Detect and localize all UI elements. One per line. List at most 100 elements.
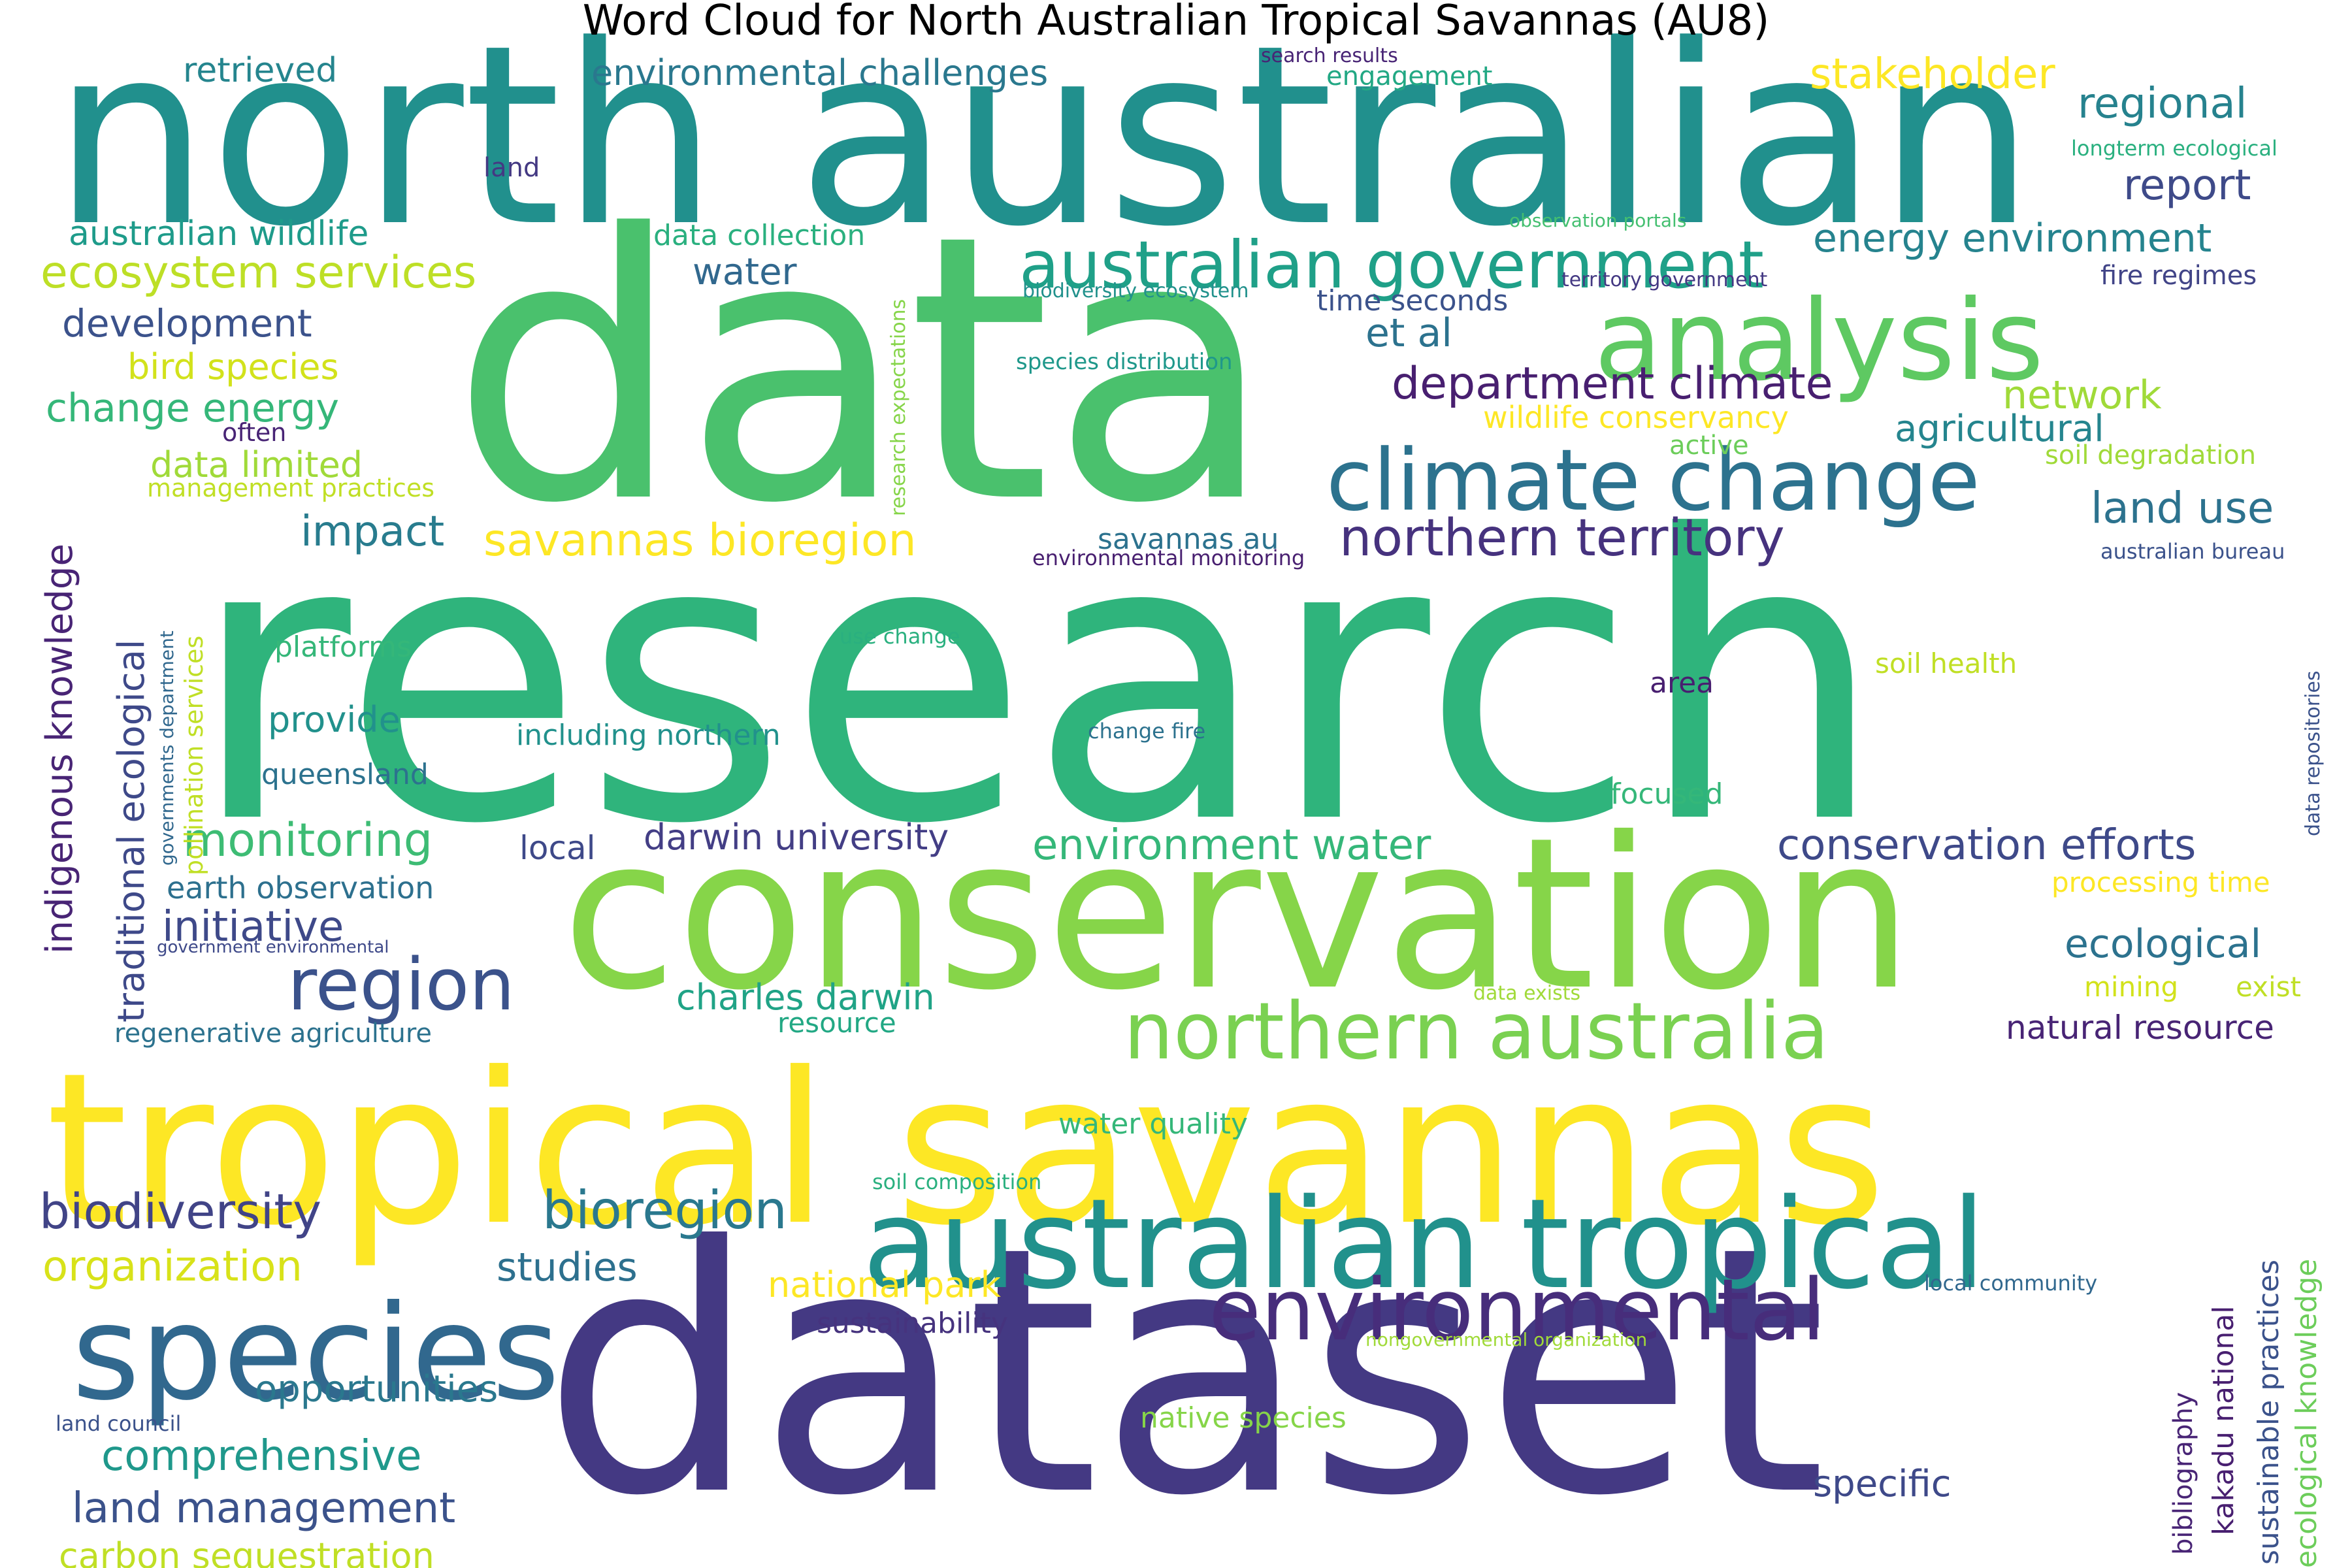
word-mining: mining bbox=[2084, 971, 2178, 1003]
word-savannas-au: savannas au bbox=[1098, 523, 1279, 556]
word-water: water bbox=[693, 251, 798, 293]
word-national-park: national park bbox=[768, 1264, 1002, 1305]
word-governments-department: governments department bbox=[156, 630, 178, 866]
word-longterm-ecological: longterm ecological bbox=[2071, 136, 2278, 161]
word-environmental: environmental bbox=[1209, 1260, 1825, 1360]
chart-title: Word Cloud for North Australian Tropical… bbox=[582, 0, 1770, 45]
word-stakeholder: stakeholder bbox=[1810, 50, 2055, 99]
word-ecological-knowledge: ecological knowledge bbox=[2290, 1259, 2323, 1568]
word-retrieved: retrieved bbox=[183, 51, 337, 90]
word-research-expectations: research expectations bbox=[887, 299, 910, 516]
word-specific: specific bbox=[1813, 1463, 1952, 1505]
word-data-collection: data collection bbox=[653, 219, 865, 252]
word-conservation: conservation bbox=[562, 793, 1913, 1036]
word-organization: organization bbox=[42, 1243, 302, 1291]
word-opportunities: opportunities bbox=[255, 1368, 498, 1411]
word-network: network bbox=[2002, 372, 2162, 418]
word-change-fire: change fire bbox=[1088, 719, 1205, 743]
word-time-seconds: time seconds bbox=[1316, 284, 1508, 318]
word-wildlife-conservancy: wildlife conservancy bbox=[1483, 400, 1789, 435]
word-regenerative-agriculture: regenerative agriculture bbox=[114, 1019, 432, 1049]
word-bibliography: bibliography bbox=[2168, 1392, 2198, 1555]
word-development: development bbox=[62, 301, 312, 346]
word-search-results: search results bbox=[1261, 44, 1398, 67]
word-australian-government: australian government bbox=[1019, 227, 1764, 303]
word-platforms: platforms bbox=[274, 630, 412, 664]
word-northern-australia: northern australia bbox=[1124, 987, 1829, 1077]
word-resource: resource bbox=[777, 1007, 896, 1039]
word-soil-composition: soil composition bbox=[872, 1169, 1041, 1194]
word-impact: impact bbox=[301, 508, 444, 556]
word-soil-degradation: soil degradation bbox=[2045, 440, 2256, 470]
word-biodiversity: biodiversity bbox=[39, 1184, 321, 1240]
word-charles-darwin: charles darwin bbox=[676, 977, 935, 1018]
word-regional: regional bbox=[2078, 80, 2247, 128]
word-energy-environment: energy environment bbox=[1813, 216, 2212, 261]
word-provide: provide bbox=[268, 699, 400, 740]
word-monitoring: monitoring bbox=[183, 813, 433, 867]
word-tropical-savannas: tropical savannas bbox=[46, 1028, 1886, 1271]
word-land-management: land management bbox=[72, 1484, 455, 1533]
word-observation-portals: observation portals bbox=[1509, 210, 1686, 231]
word-et-al: et al bbox=[1365, 310, 1452, 356]
word-often: often bbox=[222, 418, 286, 447]
word-active: active bbox=[1669, 431, 1749, 461]
word-environment-water: environment water bbox=[1032, 821, 1431, 870]
word-local: local bbox=[519, 829, 596, 867]
word-studies: studies bbox=[497, 1245, 638, 1290]
word-australian-wildlife: australian wildlife bbox=[69, 214, 368, 253]
word-ecosystem-services: ecosystem services bbox=[41, 247, 476, 299]
word-queensland: queensland bbox=[261, 758, 429, 791]
word-government-environmental: government environmental bbox=[157, 938, 389, 957]
word-north-australian: north australian bbox=[52, 0, 2035, 281]
word-land-use: land use bbox=[2091, 483, 2274, 533]
word-indigenous-knowledge: indigenous knowledge bbox=[39, 544, 81, 954]
word-use-change: use change bbox=[840, 624, 960, 649]
word-engagement: engagement bbox=[1326, 61, 1492, 91]
word-darwin-university: darwin university bbox=[644, 817, 949, 858]
word-environmental-challenges: environmental challenges bbox=[591, 52, 1048, 93]
word-conservation-efforts: conservation efforts bbox=[1777, 821, 2196, 870]
word-region: region bbox=[287, 943, 515, 1026]
word-data: data bbox=[451, 157, 1275, 583]
word-carbon-sequestration: carbon sequestration bbox=[59, 1535, 434, 1568]
word-bird-species: bird species bbox=[127, 346, 339, 387]
word-processing-time: processing time bbox=[2051, 866, 2270, 898]
word-kakadu-national: kakadu national bbox=[2207, 1306, 2240, 1535]
word-agricultural: agricultural bbox=[1895, 408, 2104, 450]
word-bioregion: bioregion bbox=[542, 1180, 787, 1241]
word-savannas-bioregion: savannas bioregion bbox=[483, 515, 917, 566]
word-data-limited: data limited bbox=[150, 444, 363, 485]
word-sustainability: sustainability bbox=[817, 1307, 1008, 1340]
word-initiative: initiative bbox=[162, 903, 344, 951]
word-change-energy: change energy bbox=[46, 385, 339, 431]
word-focused: focused bbox=[1610, 777, 1723, 811]
word-traditional-ecological: traditional ecological bbox=[110, 640, 153, 1022]
word-management-practices: management practices bbox=[147, 474, 434, 502]
word-australian-tropical: australian tropical bbox=[862, 1172, 1985, 1316]
word-environmental-monitoring: environmental monitoring bbox=[1032, 546, 1305, 570]
word-ecological: ecological bbox=[2065, 921, 2261, 967]
word-northern-territory: northern territory bbox=[1339, 509, 1785, 568]
word-pollination-services: pollination services bbox=[180, 636, 208, 875]
word-local-community: local community bbox=[1924, 1271, 2097, 1296]
word-fire-regimes: fire regimes bbox=[2100, 261, 2257, 291]
word-water-quality: water quality bbox=[1058, 1107, 1248, 1141]
word-australian-bureau: australian bureau bbox=[2100, 539, 2285, 564]
word-sustainable-practices: sustainable practices bbox=[2252, 1260, 2285, 1565]
word-area: area bbox=[1650, 666, 1714, 700]
word-biodiversity-ecosystem: biodiversity ecosystem bbox=[1022, 280, 1249, 302]
word-land-council: land council bbox=[56, 1411, 181, 1436]
word-natural-resource: natural resource bbox=[2006, 1009, 2274, 1047]
word-native-species: native species bbox=[1140, 1401, 1347, 1435]
word-report: report bbox=[2123, 161, 2251, 210]
word-soil-health: soil health bbox=[1875, 647, 2017, 679]
word-earth-observation: earth observation bbox=[167, 870, 434, 906]
word-department-climate: department climate bbox=[1392, 358, 1833, 410]
word-territory-government: territory government bbox=[1561, 269, 1768, 291]
word-data-repositories: data repositories bbox=[2302, 671, 2325, 836]
word-comprehensive: comprehensive bbox=[101, 1432, 421, 1480]
word-land: land bbox=[483, 153, 540, 183]
